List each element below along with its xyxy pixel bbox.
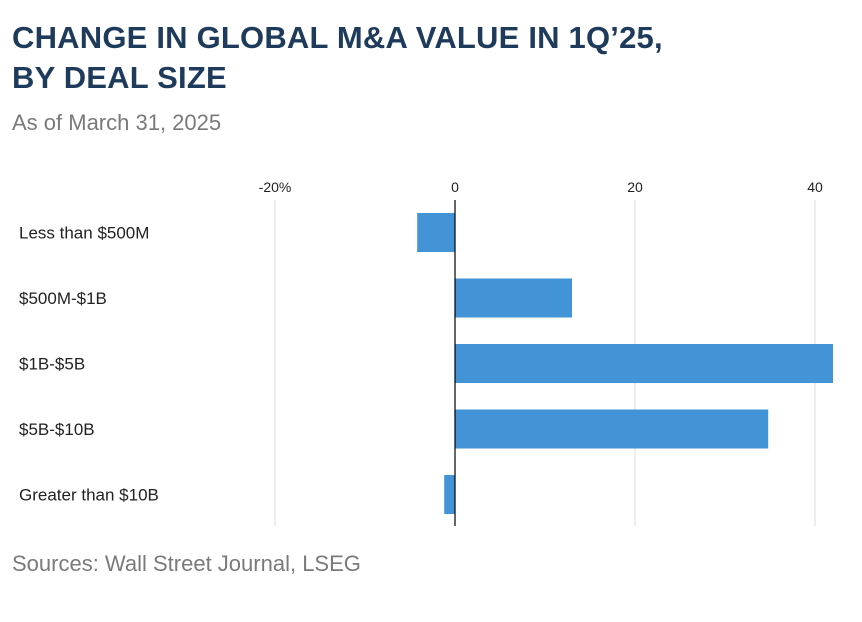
category-label: $5B-$10B xyxy=(19,420,95,439)
bar xyxy=(455,278,572,318)
chart-title: CHANGE IN GLOBAL M&A VALUE IN 1Q’25, BY … xyxy=(12,18,663,98)
chart-subtitle: As of March 31, 2025 xyxy=(12,110,222,135)
chart-title-line-1: CHANGE IN GLOBAL M&A VALUE IN 1Q’25, xyxy=(12,20,663,55)
chart-title-line-2: BY DEAL SIZE xyxy=(12,60,227,95)
category-label: Less than $500M xyxy=(19,224,149,243)
bar xyxy=(455,344,833,383)
bar xyxy=(417,213,455,252)
x-tick-label: 40 xyxy=(807,179,823,195)
category-label: $1B-$5B xyxy=(19,355,85,374)
x-tick-label: -20% xyxy=(259,179,292,195)
x-tick-label: 20 xyxy=(627,179,643,195)
source-note: Sources: Wall Street Journal, LSEG xyxy=(12,551,361,576)
category-label: $500M-$1B xyxy=(19,289,107,308)
bar xyxy=(444,475,455,514)
bar xyxy=(455,409,769,449)
x-tick-label: 0 xyxy=(451,179,459,195)
category-label: Greater than $10B xyxy=(19,486,159,505)
bar-chart: -20% 0 20 40 Less than $500M $500M-$1B $1B-$5B… xyxy=(19,179,833,526)
